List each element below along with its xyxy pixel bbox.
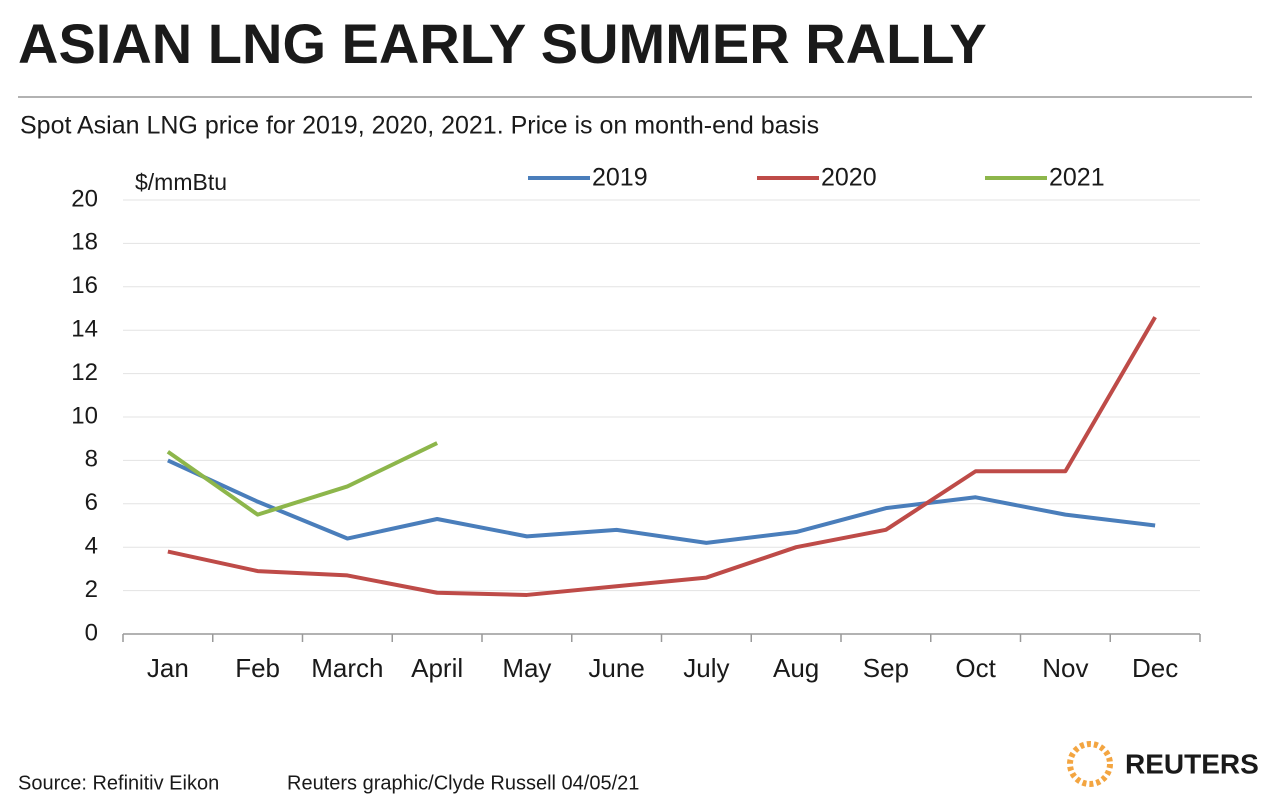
y-tick-label: 12 xyxy=(71,359,98,386)
source: Source: Refinitiv Eikon xyxy=(18,772,219,794)
logo-icon xyxy=(1067,741,1113,787)
x-tick-label: Aug xyxy=(773,653,819,683)
x-tick-label: June xyxy=(588,653,644,683)
credit: Reuters graphic/Clyde Russell 04/05/21 xyxy=(287,772,639,794)
y-tick-label: 16 xyxy=(71,272,98,299)
x-tick-label: Oct xyxy=(955,653,996,683)
x-tick-label: April xyxy=(411,653,463,683)
x-tick-label: May xyxy=(502,653,551,683)
x-tick-label: Dec xyxy=(1132,653,1178,683)
y-tick-label: 8 xyxy=(85,446,98,473)
y-tick-label: 18 xyxy=(71,229,98,256)
series-line xyxy=(166,441,438,517)
x-tick-label: Jan xyxy=(147,653,189,683)
y-tick-label: 2 xyxy=(85,576,98,603)
subtitle: Spot Asian LNG price for 2019, 2020, 202… xyxy=(20,112,819,140)
legend-label: 2021 xyxy=(1049,164,1105,192)
series-line xyxy=(167,458,1156,545)
y-tick-label: 14 xyxy=(71,316,98,343)
x-tick-label: March xyxy=(311,653,383,683)
y-tick-label: 0 xyxy=(85,619,98,646)
x-tick-label: July xyxy=(683,653,729,683)
y-tick-label: 10 xyxy=(71,402,98,429)
x-tick-label: Feb xyxy=(235,653,280,683)
y-tick-label: 6 xyxy=(85,489,98,516)
chart-title: ASIAN LNG EARLY SUMMER RALLY xyxy=(18,12,987,75)
series-line xyxy=(167,316,1157,597)
y-axis-label: $/mmBtu xyxy=(135,169,227,195)
x-tick-label: Sep xyxy=(863,653,909,683)
legend-label: 2020 xyxy=(821,164,877,192)
logo: REUTERS xyxy=(1125,748,1259,779)
legend-label: 2019 xyxy=(592,164,648,192)
x-tick-label: Nov xyxy=(1042,653,1088,683)
y-tick-label: 4 xyxy=(85,533,98,560)
y-tick-label: 20 xyxy=(71,185,98,212)
